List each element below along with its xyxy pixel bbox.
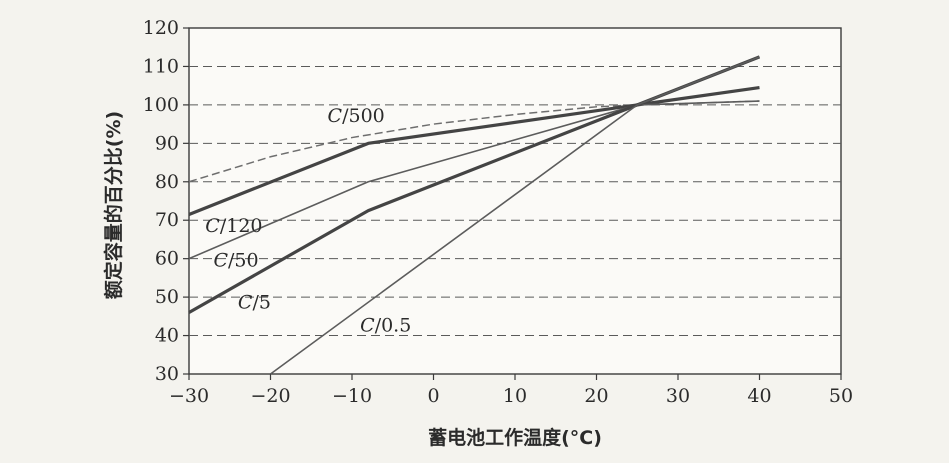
- series-lines: [188, 55, 761, 375]
- gridlines: [189, 65, 841, 337]
- x-tick-label: 10: [503, 385, 527, 407]
- series-label: C/50: [213, 249, 258, 271]
- y-tick-label: 100: [143, 94, 179, 116]
- series-label: C/5: [238, 292, 271, 314]
- y-axis-label: 额定容量的百分比(%): [102, 111, 125, 299]
- x-axis: −30 −20 −10 0 10 20 30 40 50: [169, 374, 853, 407]
- series-labels: C/500 C/120 C/50 C/5 C/0.5: [205, 105, 411, 337]
- y-tick-label: 120: [143, 17, 179, 39]
- x-tick-label: −20: [250, 385, 290, 407]
- y-tick-label: 110: [143, 55, 179, 77]
- series-label: C/500: [328, 105, 385, 127]
- x-tick-label: 20: [584, 385, 608, 407]
- y-tick-label: 90: [155, 132, 179, 154]
- y-axis: 30 40 50 60 70 80 90 100 110 120: [143, 17, 189, 385]
- x-tick-label: 50: [829, 385, 853, 407]
- plot-area: [188, 27, 842, 375]
- series-label: C/120: [205, 215, 262, 237]
- x-tick-label: 0: [427, 385, 439, 407]
- y-tick-label: 40: [155, 325, 179, 347]
- series-line: [188, 100, 760, 260]
- series-label: C/0.5: [360, 315, 411, 337]
- series-line: [188, 86, 760, 216]
- x-tick-label: −10: [332, 385, 372, 407]
- y-tick-label: 80: [155, 171, 179, 193]
- x-axis-label: 蓄电池工作温度(°C): [428, 426, 602, 449]
- x-tick-label: 30: [666, 385, 690, 407]
- y-tick-label: 50: [155, 286, 179, 308]
- x-tick-label: 40: [747, 385, 771, 407]
- y-tick-label: 60: [155, 248, 179, 270]
- y-tick-label: 30: [155, 363, 179, 385]
- y-tick-label: 70: [155, 209, 179, 231]
- x-tick-label: −30: [169, 385, 209, 407]
- series-line: [270, 56, 760, 375]
